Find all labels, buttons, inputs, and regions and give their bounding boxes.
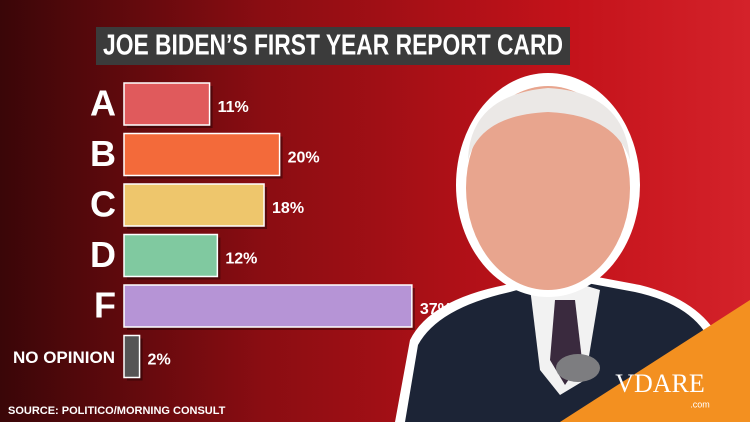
bar <box>123 334 141 379</box>
bar <box>123 132 281 177</box>
value-label: 18% <box>272 200 304 217</box>
logo-text: VDARE <box>615 369 705 398</box>
bar <box>123 183 265 227</box>
category-label: NO OPINION <box>13 348 115 367</box>
bar <box>123 284 413 328</box>
bar <box>123 82 211 126</box>
category-label: C <box>90 184 116 225</box>
value-label: 12% <box>225 251 257 268</box>
category-label: F <box>94 285 116 326</box>
value-label: 11% <box>218 99 249 116</box>
chart-title: JOE BIDEN’S FIRST YEAR REPORT CARD <box>103 30 563 62</box>
value-label: 37% <box>420 301 452 318</box>
logo-sub: .com <box>690 399 710 409</box>
category-label: A <box>90 83 116 124</box>
value-label: 2% <box>148 352 171 369</box>
category-label: B <box>90 133 116 174</box>
logo: VDARE .com <box>560 300 750 422</box>
category-label: D <box>90 234 116 275</box>
title-box: JOE BIDEN’S FIRST YEAR REPORT CARD <box>96 27 570 65</box>
value-label: 20% <box>288 150 320 167</box>
bar <box>123 233 219 278</box>
source: SOURCE: POLITICO/MORNING CONSULT <box>8 405 226 417</box>
